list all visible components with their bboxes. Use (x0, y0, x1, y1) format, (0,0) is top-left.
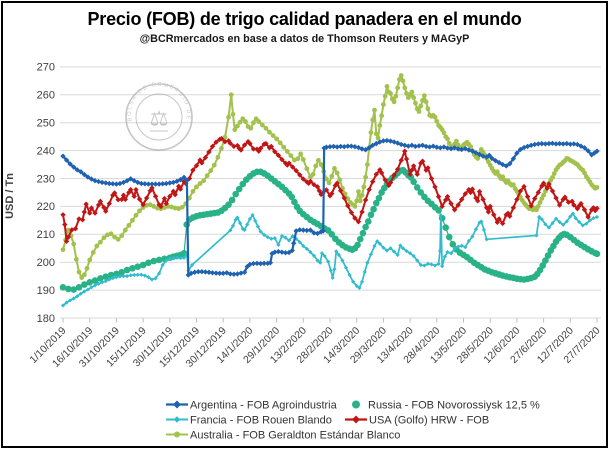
bcr-watermark-logo: BOLSA DE COMERCIO DE ROSARIO ⚖ (0, 0, 193, 151)
legend: Argentina - FOB Agroindustria Francia - … (166, 400, 540, 442)
y-tick-label: 240 (37, 145, 55, 157)
chart-subtitle: @BCRmercados en base a datos de Thomson … (139, 33, 470, 45)
legend-label-usa: USA (Golfo) HRW - FOB (369, 415, 489, 427)
y-tick-label: 210 (37, 229, 55, 241)
y-axis-title: USD / Tn (4, 173, 16, 219)
y-tick-label: 270 (37, 62, 55, 74)
chart-title: Precio (FOB) de trigo calidad panadera e… (87, 9, 522, 29)
argentina-marker-icon (173, 400, 181, 409)
legend-label-australia: Australia - FOB Geraldton Estándar Blanc… (190, 430, 400, 442)
legend-item-usa: USA (Golfo) HRW - FOB (345, 415, 489, 427)
y-tick-label: 200 (37, 257, 55, 269)
legend-item-russia: Russia - FOB Novorossiysk 12,5 % (352, 400, 540, 412)
francia-marker-icon (173, 416, 181, 423)
watermark-text: BOLSA DE COMERCIO DE ROSARIO (0, 0, 191, 125)
y-tick-label: 260 (37, 90, 55, 102)
series-lines (59, 73, 601, 308)
y-tick-label: 230 (37, 173, 55, 185)
y-tick-label: 180 (37, 313, 55, 325)
y-tick-label: 190 (37, 285, 55, 297)
series-line (62, 212, 598, 307)
usa-marker-icon (352, 415, 360, 424)
axis-ticks-and-labels: 1801902002102202302402502602701/10/20191… (28, 62, 603, 370)
australia-marker-icon (174, 431, 180, 438)
series-markers (59, 166, 601, 293)
series-markers (60, 211, 600, 308)
y-tick-label: 220 (37, 201, 55, 213)
legend-item-argentina: Argentina - FOB Agroindustria (166, 400, 338, 412)
legend-item-francia: Francia - FOB Rouen Blando (166, 415, 332, 427)
series-markers (60, 73, 600, 280)
russia-marker-icon (352, 400, 360, 409)
scales-icon: ⚖ (150, 108, 169, 131)
legend-label-francia: Francia - FOB Rouen Blando (190, 415, 332, 427)
legend-item-australia: Australia - FOB Geraldton Estándar Blanc… (166, 430, 400, 442)
legend-label-argentina: Argentina - FOB Agroindustria (190, 400, 338, 412)
y-tick-label: 250 (37, 118, 55, 130)
legend-label-russia: Russia - FOB Novorossiysk 12,5 % (368, 400, 540, 412)
